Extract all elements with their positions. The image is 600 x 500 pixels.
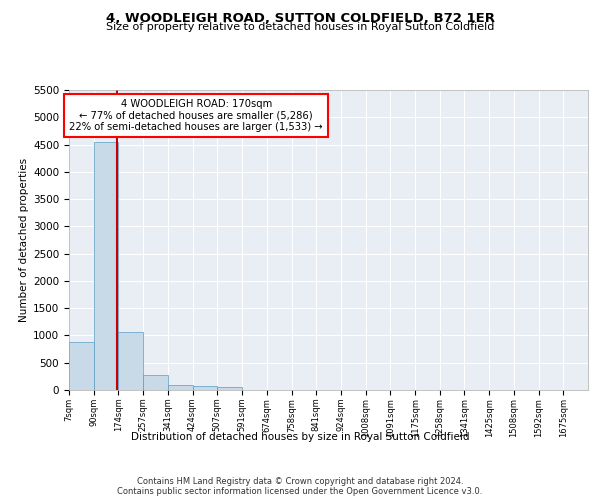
Text: 4, WOODLEIGH ROAD, SUTTON COLDFIELD, B72 1ER: 4, WOODLEIGH ROAD, SUTTON COLDFIELD, B72… xyxy=(106,12,494,26)
Text: Distribution of detached houses by size in Royal Sutton Coldfield: Distribution of detached houses by size … xyxy=(131,432,469,442)
Bar xyxy=(118,332,143,390)
Y-axis label: Number of detached properties: Number of detached properties xyxy=(19,158,29,322)
Bar xyxy=(69,342,94,390)
Bar xyxy=(168,386,193,390)
Text: Size of property relative to detached houses in Royal Sutton Coldfield: Size of property relative to detached ho… xyxy=(106,22,494,32)
Bar xyxy=(193,386,217,390)
Bar xyxy=(94,142,118,390)
Text: 4 WOODLEIGH ROAD: 170sqm
← 77% of detached houses are smaller (5,286)
22% of sem: 4 WOODLEIGH ROAD: 170sqm ← 77% of detach… xyxy=(70,99,323,132)
Text: Contains public sector information licensed under the Open Government Licence v3: Contains public sector information licen… xyxy=(118,488,482,496)
Bar xyxy=(143,374,168,390)
Text: Contains HM Land Registry data © Crown copyright and database right 2024.: Contains HM Land Registry data © Crown c… xyxy=(137,478,463,486)
Bar xyxy=(217,388,242,390)
